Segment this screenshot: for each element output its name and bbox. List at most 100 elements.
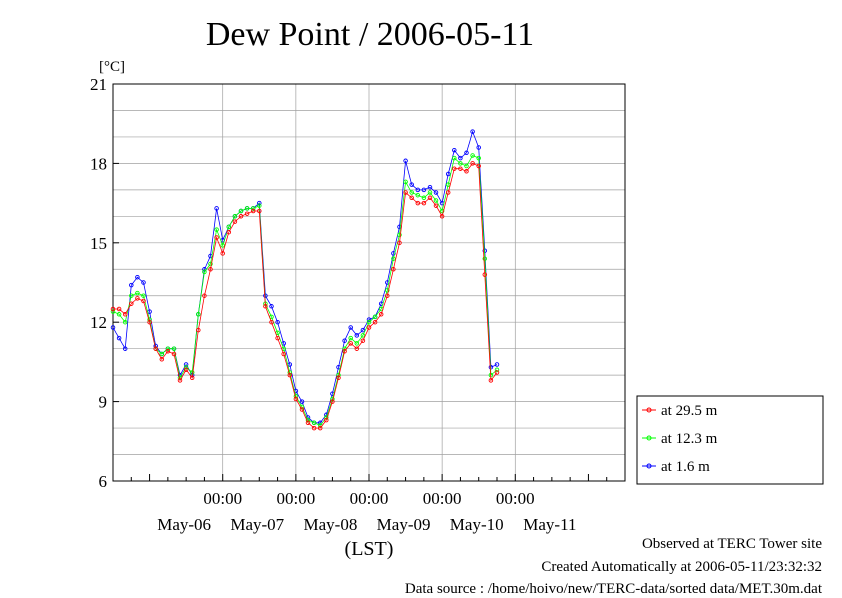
data-point [366, 317, 372, 322]
data-point [275, 335, 280, 341]
data-point [348, 325, 353, 330]
data-point [281, 351, 286, 357]
data-point [311, 425, 317, 431]
data-point [476, 155, 481, 161]
data-point [250, 206, 256, 211]
data-point [470, 161, 475, 166]
data-point [189, 375, 195, 381]
data-point [391, 267, 396, 272]
data-point [415, 200, 421, 206]
data-point [348, 335, 353, 341]
data-point [293, 396, 299, 402]
data-point [110, 306, 116, 312]
legend-swatch-marker [646, 463, 652, 469]
x-time-label: 00:00 [423, 489, 462, 508]
data-point [250, 208, 256, 214]
series-line [112, 130, 498, 424]
y-tick-label: 6 [99, 472, 108, 491]
data-point [452, 155, 457, 161]
data-point [354, 341, 360, 346]
data-point [366, 325, 372, 330]
legend-swatch-marker [646, 407, 652, 413]
data-point [214, 235, 219, 240]
data-point [269, 319, 274, 325]
data-point [482, 256, 488, 261]
data-point [257, 200, 262, 206]
data-point [110, 309, 116, 314]
data-point [189, 370, 195, 375]
data-point [159, 351, 165, 357]
y-axis-unit: [°C] [99, 59, 125, 75]
data-point [494, 367, 500, 373]
data-point [165, 349, 171, 354]
data-point [257, 208, 262, 214]
y-axis: 6 9 12 15 18 21 [90, 75, 119, 491]
data-point [305, 420, 311, 426]
data-point [232, 214, 238, 219]
data-point [458, 166, 463, 171]
data-point [433, 190, 439, 195]
data-point [409, 190, 414, 195]
data-point [409, 182, 414, 187]
data-point [494, 362, 500, 367]
data-point [317, 425, 323, 431]
data-point [421, 200, 427, 206]
data-point [452, 147, 457, 153]
x-time-label: 00:00 [350, 489, 389, 508]
data-point [141, 280, 146, 285]
data-point [378, 312, 384, 317]
data-point [385, 293, 390, 298]
x-time-label: 00:00 [276, 489, 315, 508]
data-point [129, 301, 134, 306]
data-point [159, 357, 165, 362]
x-date-label: May-11 [523, 515, 576, 534]
data-point [445, 190, 451, 195]
data-point [342, 349, 347, 354]
data-point [354, 346, 360, 351]
data-point [458, 155, 463, 161]
series-group [110, 129, 500, 431]
data-point [214, 206, 219, 211]
data-point [135, 296, 140, 301]
data-point [183, 362, 189, 367]
x-date-label: May-09 [377, 515, 431, 534]
data-point [122, 312, 128, 317]
data-point [299, 399, 305, 404]
data-point [452, 166, 457, 171]
data-point [147, 319, 152, 325]
legend: at 29.5 m at 12.3 m at 1.6 m [636, 395, 824, 485]
legend-label: at 29.5 m [661, 403, 718, 419]
data-point [360, 338, 366, 343]
data-point [348, 341, 353, 346]
data-point [336, 375, 341, 381]
data-point [238, 208, 244, 214]
series-line [113, 162, 498, 429]
data-point [470, 153, 475, 158]
data-point [183, 367, 189, 373]
x-axis: 00:00 00:00 00:00 00:00 00:00 May-06 May-07 May… [112, 474, 626, 534]
data-point [171, 346, 177, 351]
series-line [112, 154, 498, 426]
data-point [482, 272, 488, 277]
data-point [354, 333, 360, 338]
data-point [110, 325, 116, 330]
data-point [470, 129, 475, 134]
data-point [427, 190, 433, 195]
data-point [360, 333, 366, 338]
data-point [427, 184, 433, 190]
data-point [208, 267, 213, 272]
data-point [385, 288, 390, 293]
data-point [409, 195, 414, 201]
data-point [403, 179, 408, 185]
data-point [330, 399, 335, 404]
data-point [324, 417, 329, 423]
data-point [135, 290, 140, 296]
y-tick-label: 15 [90, 234, 107, 253]
data-point [116, 335, 122, 341]
data-point [391, 251, 396, 256]
data-point [116, 312, 122, 317]
data-point [141, 293, 146, 298]
data-point [439, 214, 445, 219]
y-tick-label: 9 [99, 393, 108, 412]
chart-grid [113, 84, 625, 481]
